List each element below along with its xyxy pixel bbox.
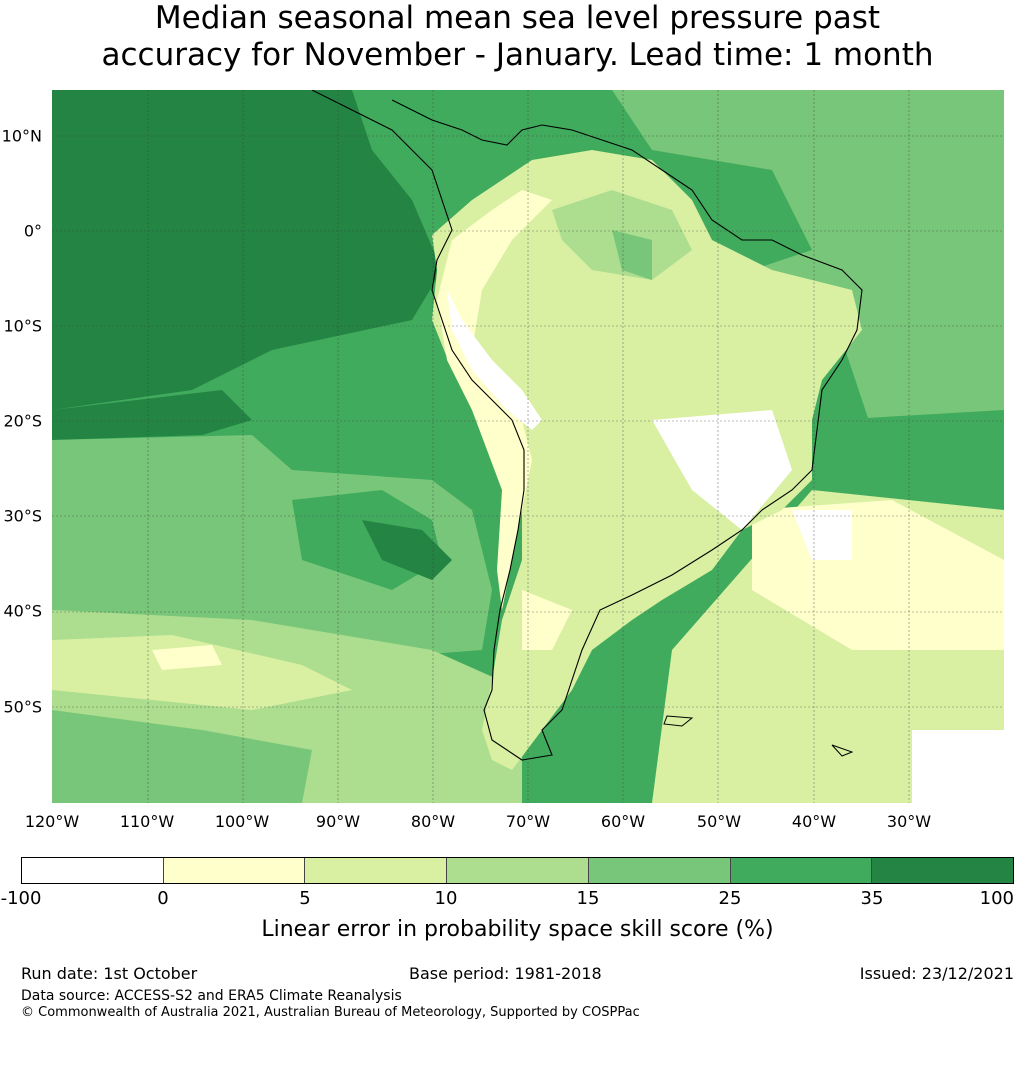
lat-label-10n: 10°N — [1, 126, 42, 146]
lon-label-30w: 30°W — [886, 812, 932, 831]
colorbar-tick: 5 — [299, 888, 311, 909]
colorbar-label: Linear error in probability space skill … — [261, 917, 774, 942]
run-date: Run date: 1st October — [21, 964, 198, 983]
colorbar — [21, 857, 1014, 884]
region-yellow-south — [152, 645, 222, 670]
base-period: Base period: 1981-2018 — [409, 964, 602, 983]
lon-label-110w: 110°W — [119, 812, 175, 831]
region-green-mid-atlantic — [832, 410, 1004, 510]
lon-label-60w: 60°W — [600, 812, 646, 831]
map-gridlines — [52, 90, 1004, 803]
lat-label-40s: 40°S — [3, 601, 42, 621]
title-line-1: Median seasonal mean sea level pressure … — [154, 0, 881, 36]
falkland-islands — [663, 715, 694, 727]
issued-date: Issued: 23/12/2021 — [859, 964, 1014, 983]
lat-label-10s: 10°S — [3, 316, 42, 336]
lon-label-80w: 80°W — [410, 812, 456, 831]
region-white-far-southeast — [912, 730, 1004, 803]
colorbar-tick: 10 — [434, 888, 458, 909]
colorbar-segment — [588, 858, 731, 883]
colorbar-segment — [305, 858, 448, 883]
title-line-2: accuracy for November - January. Lead ti… — [101, 37, 934, 73]
region-brazil-white — [652, 410, 792, 530]
colorbar-segment — [872, 858, 1014, 883]
lat-label-30s: 30°S — [3, 506, 42, 526]
coastline — [311, 90, 863, 761]
region-dark-northwest — [52, 90, 442, 410]
colorbar-tick: -100 — [0, 888, 42, 909]
lon-label-40w: 40°W — [791, 812, 837, 831]
region-amazon-green — [612, 230, 652, 280]
lon-label-70w: 70°W — [505, 812, 551, 831]
region-patagonia-yellow — [522, 590, 572, 650]
region-dark-southeast-pacific — [362, 520, 452, 580]
copyright: © Commonwealth of Australia 2021, Austra… — [21, 1005, 640, 1020]
region-pale-south — [52, 635, 352, 710]
colorbar-segment — [163, 858, 306, 883]
colorbar-tick: 15 — [576, 888, 600, 909]
data-source: Data source: ACCESS-S2 and ERA5 Climate … — [21, 988, 402, 1004]
lon-label-90w: 90°W — [315, 812, 361, 831]
colorbar-segment — [447, 858, 589, 883]
colorbar-segment — [22, 858, 164, 883]
lon-label-100w: 100°W — [214, 812, 270, 831]
colorbar-tick: 0 — [157, 888, 169, 909]
region-medium-far-south — [52, 710, 312, 803]
lat-label-50s: 50°S — [3, 697, 42, 717]
lon-label-120w: 120°W — [24, 812, 80, 831]
region-white-south-atlantic — [792, 510, 852, 560]
colorbar-tick: 25 — [718, 888, 742, 909]
map-title: Median seasonal mean sea level pressure … — [0, 0, 1035, 74]
lon-label-50w: 50°W — [696, 812, 742, 831]
south-georgia — [831, 744, 854, 757]
region-andes-white — [447, 290, 542, 430]
colorbar-tick: 35 — [860, 888, 884, 909]
region-dark-west — [52, 390, 252, 440]
lat-label-20s: 20°S — [3, 411, 42, 431]
colorbar-segment — [730, 858, 873, 883]
colorbar-tick: 100 — [979, 888, 1014, 909]
region-andes-yellow — [437, 190, 552, 610]
skill-map — [52, 90, 1004, 803]
lat-label-0: 0° — [23, 221, 42, 241]
